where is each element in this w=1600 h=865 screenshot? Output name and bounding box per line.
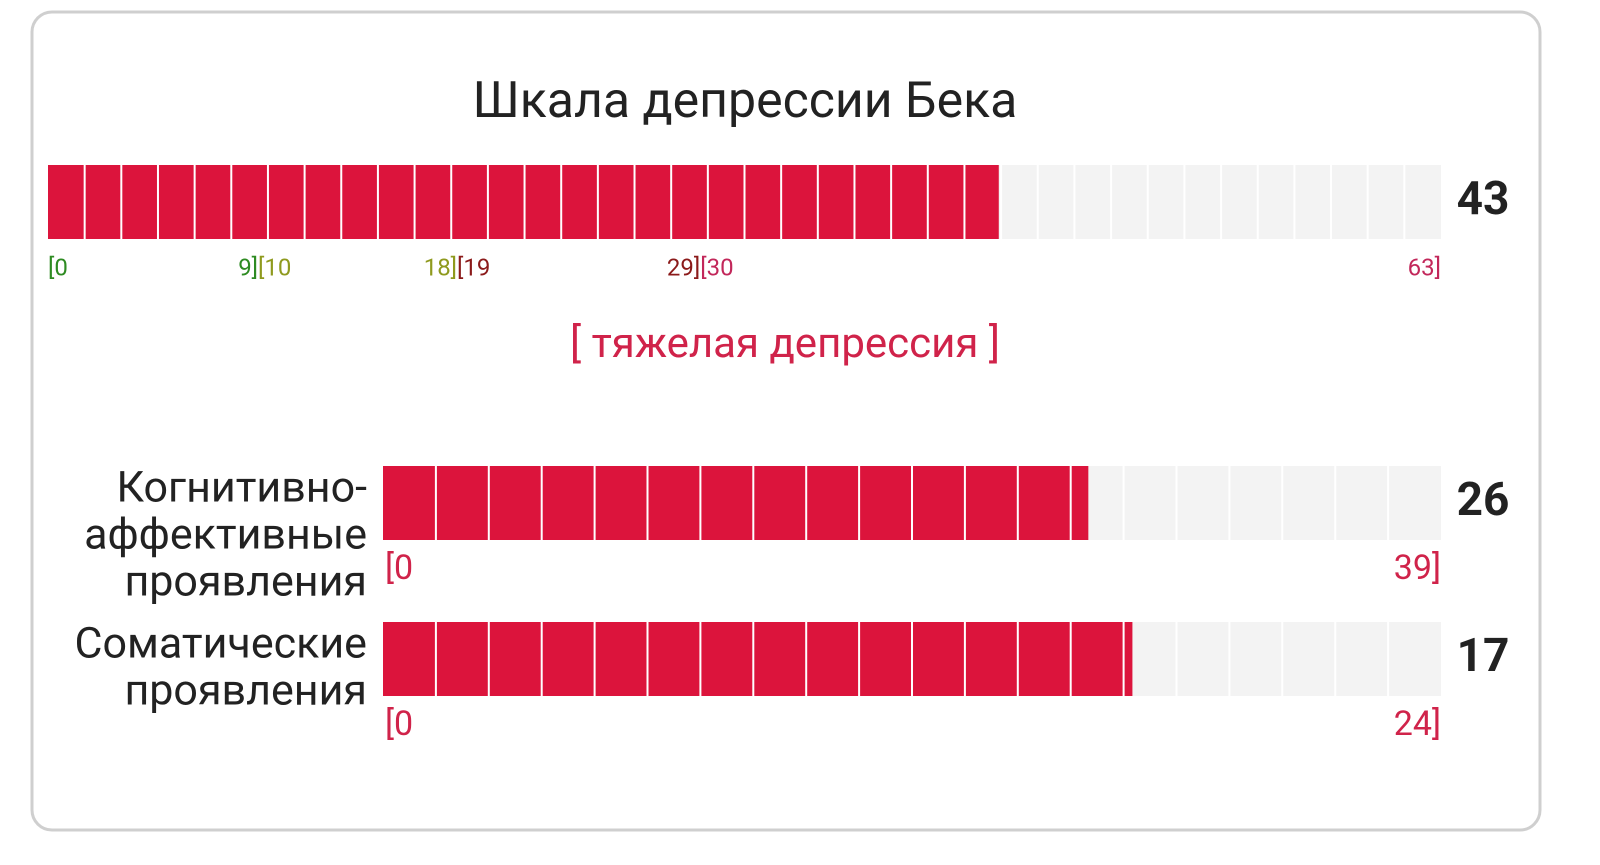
- status-label: [ тяжелая депрессия ]: [570, 319, 1000, 368]
- range-end-label: 63]: [1408, 253, 1441, 281]
- range-start-label: [10: [258, 253, 291, 281]
- bar-fill: [383, 466, 1089, 540]
- subscale-label: Соматические: [74, 618, 367, 668]
- score-value: 26: [1457, 473, 1510, 527]
- range-max-label: 39]: [1394, 548, 1441, 588]
- bar-fill: [48, 165, 999, 239]
- range-start-label: [0: [48, 253, 68, 281]
- range-start-label: [30: [700, 253, 733, 281]
- range-max-label: 24]: [1394, 704, 1441, 744]
- subscale-label: проявления: [124, 665, 367, 715]
- title: Шкала депрессии Бека: [473, 72, 1018, 130]
- subscale-label: проявления: [124, 556, 367, 606]
- range-end-label: 9]: [238, 253, 258, 281]
- subscale-label: аффективные: [84, 509, 367, 559]
- range-min-label: [0: [385, 704, 413, 744]
- score-value: 17: [1457, 629, 1510, 683]
- range-min-label: [0: [385, 548, 413, 588]
- range-end-label: 18]: [424, 253, 457, 281]
- score-value: 43: [1457, 172, 1510, 226]
- range-start-label: [19: [457, 253, 490, 281]
- bar-fill: [383, 622, 1133, 696]
- subscale-label: Когнитивно-: [116, 462, 367, 512]
- range-end-label: 29]: [667, 253, 700, 281]
